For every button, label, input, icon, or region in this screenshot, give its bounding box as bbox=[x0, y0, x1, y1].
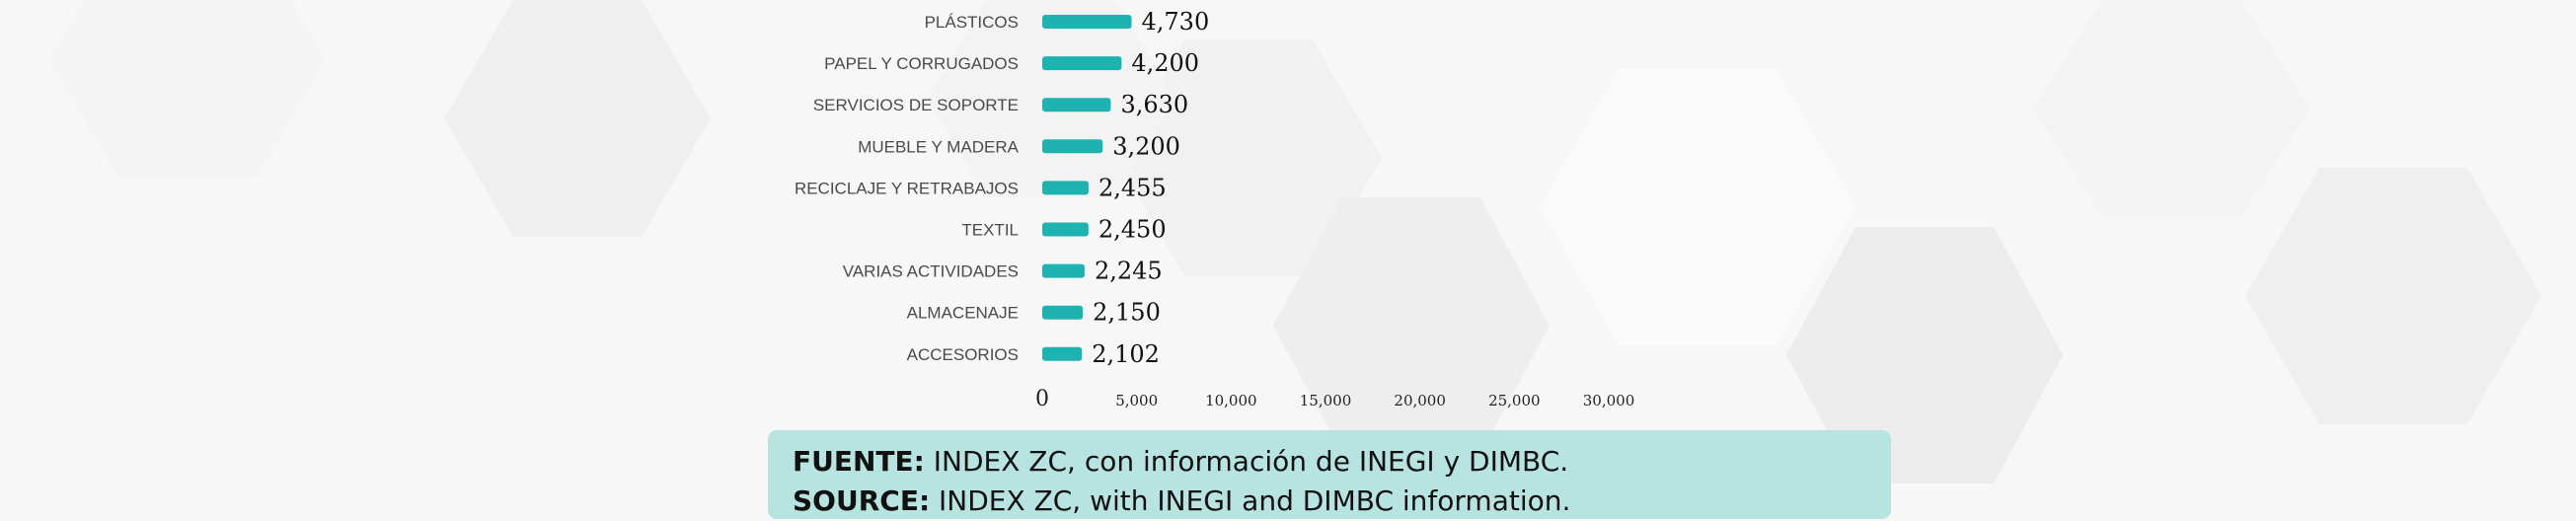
value-label-4: 2,455 bbox=[1099, 174, 1167, 201]
bar-2 bbox=[1042, 98, 1111, 112]
source-key-english: SOURCE: bbox=[793, 484, 931, 517]
value-label-8: 2,102 bbox=[1092, 340, 1160, 368]
category-label-1: PAPEL Y CORRUGADOS bbox=[824, 54, 1019, 73]
category-label-5: TEXTIL bbox=[961, 221, 1019, 240]
x-tick-label-4: 20,000 bbox=[1394, 392, 1446, 409]
source-note: FUENTE: INDEX ZC, con información de INE… bbox=[768, 430, 1891, 519]
category-labels: PLÁSTICOS PAPEL Y CORRUGADOS SERVICIOS DE … bbox=[795, 13, 1020, 364]
x-tick-label-3: 15,000 bbox=[1300, 392, 1352, 409]
x-tick-label-2: 10,000 bbox=[1205, 392, 1257, 409]
bar-4 bbox=[1042, 181, 1089, 195]
category-label-0: PLÁSTICOS bbox=[925, 13, 1019, 32]
value-labels: 4,730 4,200 3,630 3,200 2,455 2,450 2,245 2,150… bbox=[1092, 8, 1209, 368]
bar-chart: PLÁSTICOS PAPEL Y CORRUGADOS SERVICIOS DE … bbox=[795, 8, 1634, 411]
value-label-0: 4,730 bbox=[1142, 8, 1210, 36]
x-tick-label-6: 30,000 bbox=[1583, 392, 1635, 409]
category-label-6: VARIAS ACTIVIDADES bbox=[843, 262, 1019, 281]
category-label-3: MUEBLE Y MADERA bbox=[858, 137, 1019, 156]
source-key-spanish: FUENTE: bbox=[793, 445, 925, 478]
x-tick-label-0: 0 bbox=[1035, 387, 1049, 411]
x-axis-tick-labels: 0 5,000 10,000 15,000 20,000 25,000 30,000 bbox=[1035, 387, 1634, 411]
bar-0 bbox=[1042, 15, 1132, 29]
value-label-6: 2,245 bbox=[1095, 258, 1163, 285]
value-label-7: 2,150 bbox=[1093, 299, 1161, 327]
category-label-4: RECICLAJE Y RETRABAJOS bbox=[795, 179, 1019, 197]
category-label-2: SERVICIOS DE SOPORTE bbox=[813, 96, 1019, 114]
source-text-spanish: INDEX ZC, con información de INEGI y DIM… bbox=[924, 445, 1569, 478]
source-line-english: SOURCE: INDEX ZC, with INEGI and DIMBC i… bbox=[793, 482, 1866, 521]
bar-7 bbox=[1042, 305, 1084, 320]
value-label-1: 4,200 bbox=[1131, 49, 1199, 77]
source-text-english: INDEX ZC, with INEGI and DIMBC informati… bbox=[930, 484, 1571, 517]
x-tick-label-5: 25,000 bbox=[1488, 392, 1541, 409]
value-label-5: 2,450 bbox=[1099, 216, 1167, 244]
bar-6 bbox=[1042, 263, 1085, 278]
value-label-2: 3,630 bbox=[1120, 91, 1188, 118]
category-label-7: ALMACENAJE bbox=[907, 304, 1019, 323]
source-line-spanish: FUENTE: INDEX ZC, con información de INE… bbox=[793, 442, 1866, 482]
bars bbox=[1042, 15, 1132, 361]
bar-5 bbox=[1042, 222, 1089, 237]
category-label-8: ACCESORIOS bbox=[907, 345, 1019, 364]
value-label-3: 3,200 bbox=[1112, 132, 1180, 160]
bar-1 bbox=[1042, 56, 1122, 71]
x-tick-label-1: 5,000 bbox=[1115, 392, 1158, 409]
hexagon-background bbox=[1786, 227, 2063, 484]
bar-8 bbox=[1042, 346, 1083, 361]
bar-3 bbox=[1042, 139, 1103, 154]
